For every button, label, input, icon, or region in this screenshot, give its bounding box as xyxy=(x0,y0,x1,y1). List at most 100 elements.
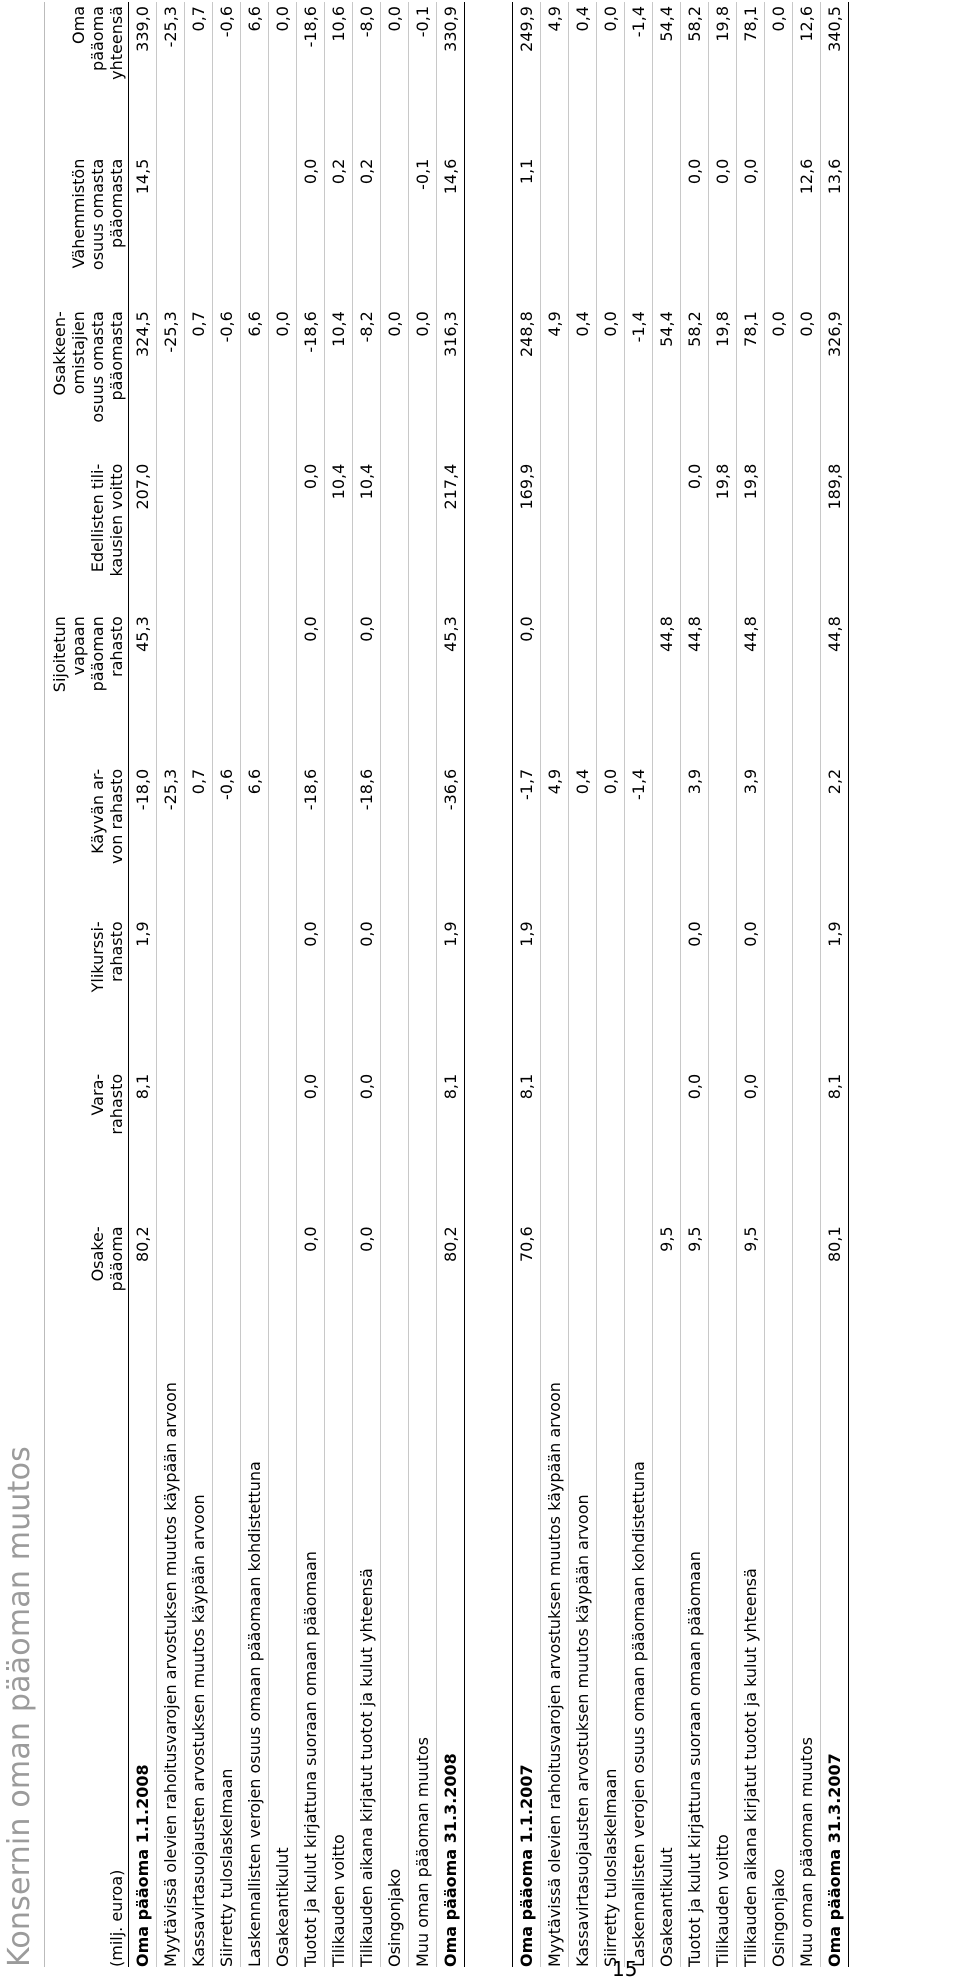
value-cell: 8,1 xyxy=(436,1069,465,1223)
value-cell xyxy=(240,459,269,613)
row-label: Tilikauden aikana kirjatut tuotot ja kul… xyxy=(736,1374,765,1967)
table-row: Tilikauden aikana kirjatut tuotot ja kul… xyxy=(352,2,381,1967)
row-label: Oma pääoma 1.1.2008 xyxy=(128,1374,157,1967)
value-cell xyxy=(324,1069,353,1223)
value-cell: 339,0 xyxy=(128,2,157,155)
row-label: Oma pääoma 31.3.2007 xyxy=(820,1374,849,1967)
value-cell xyxy=(240,154,269,308)
value-cell: 10,4 xyxy=(324,459,353,613)
value-cell xyxy=(708,1069,737,1223)
value-cell: 0,0 xyxy=(708,154,737,308)
value-cell: 189,8 xyxy=(820,459,849,613)
value-cell xyxy=(568,154,597,308)
value-cell xyxy=(268,917,297,1070)
value-cell: 80,2 xyxy=(436,1222,465,1375)
row-label: Tilikauden aikana kirjatut tuotot ja kul… xyxy=(352,1374,381,1967)
value-cell: 0,0 xyxy=(408,307,437,460)
section-spacer xyxy=(464,2,513,1967)
value-cell: 0,7 xyxy=(184,2,213,155)
value-cell: -18,6 xyxy=(296,764,325,918)
value-cell: 326,9 xyxy=(820,307,849,460)
table-row: Siirretty tuloslaskelmaan -0,6 -0,6 -0,6 xyxy=(212,2,241,1967)
value-cell: 54,4 xyxy=(652,307,681,460)
value-cell xyxy=(540,459,569,613)
value-cell: -25,3 xyxy=(156,307,185,460)
equity-table-container: (milj. euroa) Osake-pääoma Vara-rahasto … xyxy=(50,2,849,1967)
column-header: Osakkeen-omistajien osuus omasta pääomasta xyxy=(50,307,129,460)
value-cell: 9,5 xyxy=(680,1222,709,1375)
value-cell: 0,0 xyxy=(596,307,625,460)
value-cell xyxy=(268,612,297,765)
value-cell: 0,0 xyxy=(512,612,541,765)
row-label: Tuotot ja kulut kirjattuna suoraan omaan… xyxy=(680,1374,709,1967)
value-cell: 8,1 xyxy=(512,1069,541,1223)
value-cell xyxy=(540,1222,569,1375)
value-cell: 0,4 xyxy=(568,307,597,460)
value-cell xyxy=(268,1222,297,1375)
table-row: Osakeantikulut 0,0 0,0 xyxy=(268,2,297,1967)
value-cell xyxy=(156,917,185,1070)
row-label: Osakeantikulut xyxy=(268,1374,297,1967)
row-label: Muu oman pääoman muutos xyxy=(408,1374,437,1967)
value-cell: 58,2 xyxy=(680,307,709,460)
value-cell xyxy=(184,612,213,765)
value-cell: 0,0 xyxy=(736,1069,765,1223)
value-cell: 0,0 xyxy=(296,459,325,613)
value-cell: 0,0 xyxy=(596,2,625,155)
value-cell xyxy=(212,154,241,308)
value-cell xyxy=(568,612,597,765)
value-cell: 0,2 xyxy=(352,154,381,308)
value-cell: 44,8 xyxy=(736,612,765,765)
value-cell: 207,0 xyxy=(128,459,157,613)
value-cell xyxy=(652,1069,681,1223)
row-label: Laskennallisten verojen osuus omaan pääo… xyxy=(240,1374,269,1967)
value-cell: 78,1 xyxy=(736,307,765,460)
row-label: Osingonjako xyxy=(764,1374,793,1967)
value-cell: 324,5 xyxy=(128,307,157,460)
value-cell xyxy=(156,154,185,308)
row-label: Muu oman pääoman muutos xyxy=(792,1374,821,1967)
value-cell: 12,6 xyxy=(792,154,821,308)
value-cell xyxy=(184,1069,213,1223)
table-row: Oma pääoma 1.1.2008 80,2 8,1 1,9 -18,0 45,3 20… xyxy=(128,2,157,1967)
value-cell xyxy=(764,154,793,308)
table-row: Laskennallisten verojen osuus omaan pääo… xyxy=(240,2,269,1967)
table-row: Tilikauden voitto 10,4 10,4 0,2 10,6 xyxy=(324,2,353,1967)
table-row: Osakeantikulut 9,5 44,8 54,4 54,4 xyxy=(652,2,681,1967)
value-cell xyxy=(792,459,821,613)
value-cell xyxy=(596,612,625,765)
value-cell: 340,5 xyxy=(820,2,849,155)
equity-changes-table: (milj. euroa) Osake-pääoma Vara-rahasto … xyxy=(50,2,849,1967)
value-cell: 316,3 xyxy=(436,307,465,460)
row-label: Siirretty tuloslaskelmaan xyxy=(596,1374,625,1967)
value-cell: 44,8 xyxy=(680,612,709,765)
value-cell: 54,4 xyxy=(652,2,681,155)
table-row: Tilikauden aikana kirjatut tuotot ja kul… xyxy=(736,2,765,1967)
value-cell xyxy=(268,459,297,613)
value-cell xyxy=(708,917,737,1070)
row-label: Tilikauden voitto xyxy=(708,1374,737,1967)
value-cell: 330,9 xyxy=(436,2,465,155)
value-cell xyxy=(596,1222,625,1375)
value-cell xyxy=(240,1222,269,1375)
value-cell: 45,3 xyxy=(128,612,157,765)
table-row: Muu oman pääoman muutos 0,0 12,6 12,6 xyxy=(792,2,821,1967)
value-cell xyxy=(568,917,597,1070)
table-row: Myytävissä olevien rahoitusvarojen arvos… xyxy=(540,2,569,1967)
value-cell: 45,3 xyxy=(436,612,465,765)
table-row: Oma pääoma 31.3.2007 80,1 8,1 1,9 2,2 44,8 189… xyxy=(820,2,849,1967)
table-row: Tilikauden voitto 19,8 19,8 0,0 19,8 xyxy=(708,2,737,1967)
value-cell xyxy=(624,1222,653,1375)
column-header: Oma pääoma yhteensä xyxy=(50,2,129,155)
value-cell: 3,9 xyxy=(736,764,765,918)
row-label: Myytävissä olevien rahoitusvarojen arvos… xyxy=(156,1374,185,1967)
value-cell xyxy=(212,1069,241,1223)
value-cell xyxy=(184,1222,213,1375)
row-label: Osingonjako xyxy=(380,1374,409,1967)
value-cell xyxy=(596,154,625,308)
value-cell xyxy=(568,1069,597,1223)
value-cell: 1,9 xyxy=(512,917,541,1070)
table-row: Muu oman pääoman muutos 0,0 -0,1 -0,1 xyxy=(408,2,437,1967)
column-header: Vara-rahasto xyxy=(50,1069,129,1223)
